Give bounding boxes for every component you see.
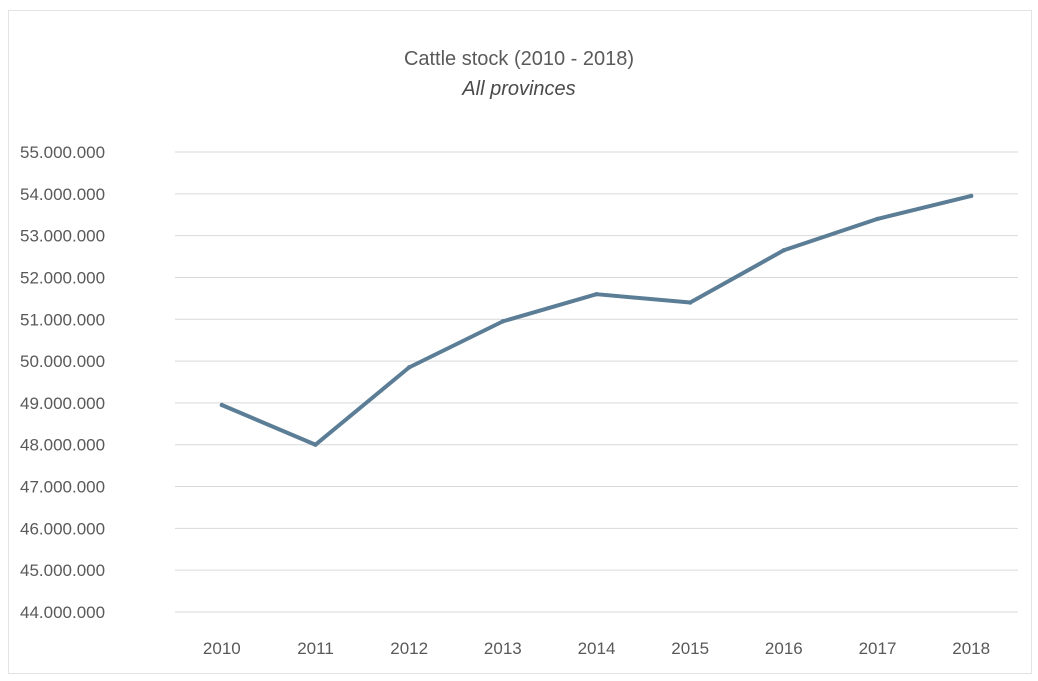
y-tick-label: 51.000.000 xyxy=(20,310,105,329)
y-tick-label: 55.000.000 xyxy=(20,143,105,162)
data-point xyxy=(875,216,880,222)
x-tick-label: 2014 xyxy=(578,639,616,658)
data-point xyxy=(500,319,506,324)
data-point xyxy=(313,442,318,447)
y-tick-label: 48.000.000 xyxy=(20,436,105,455)
x-tick-label: 2017 xyxy=(859,639,897,658)
data-point xyxy=(968,193,974,199)
y-tick-label: 54.000.000 xyxy=(20,185,105,204)
chart-frame xyxy=(8,10,1032,674)
y-tick-label: 50.000.000 xyxy=(20,352,105,371)
y-tick-label: 45.000.000 xyxy=(20,561,105,580)
data-point xyxy=(687,300,693,305)
data-point xyxy=(219,402,225,408)
x-tick-label: 2010 xyxy=(203,639,241,658)
series-line xyxy=(219,193,974,447)
data-point xyxy=(406,365,412,370)
x-tick-label: 2013 xyxy=(484,639,522,658)
x-tick-label: 2012 xyxy=(390,639,428,658)
y-tick-label: 53.000.000 xyxy=(20,227,105,246)
data-point xyxy=(594,291,599,297)
x-tick-label: 2011 xyxy=(297,639,334,658)
x-tick-label: 2016 xyxy=(765,639,803,658)
series-layer xyxy=(219,193,974,447)
y-tick-label: 49.000.000 xyxy=(20,394,105,413)
x-tick-label: 2015 xyxy=(671,639,709,658)
y-tick-label: 46.000.000 xyxy=(20,519,105,538)
chart-subtitle: All provinces xyxy=(462,78,576,100)
y-tick-label: 47.000.000 xyxy=(20,478,105,497)
y-axis-ticks: 55.000.000 54.000.000 53.000.000 52.000.000… xyxy=(20,143,105,622)
chart-title: Cattle stock (2010 - 2018) xyxy=(403,48,635,70)
data-point xyxy=(781,248,787,253)
y-tick-label: 44.000.000 xyxy=(20,603,105,622)
y-tick-label: 52.000.000 xyxy=(20,268,105,287)
x-axis-ticks: 2010 2011 2012 2013 2014 2015 2016 2017 2018 xyxy=(203,639,990,658)
gridlines xyxy=(175,151,1018,613)
x-tick-label: 2018 xyxy=(952,639,990,658)
